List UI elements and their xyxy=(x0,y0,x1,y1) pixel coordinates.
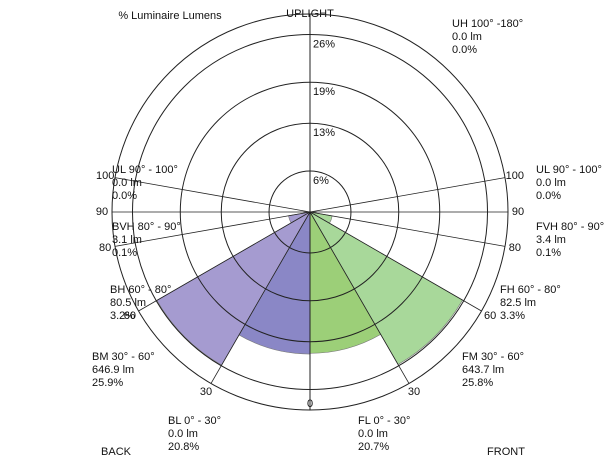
wedges xyxy=(156,210,463,366)
zone-wedge xyxy=(309,211,463,365)
zone-percent: 3.2% xyxy=(110,310,135,322)
chart-title: % Luminaire Lumens xyxy=(118,10,222,22)
zone-name: BL 0° - 30° xyxy=(168,415,221,427)
zone-lumens: 0.0 lm xyxy=(536,177,566,189)
zone-name: FH 60° - 80° xyxy=(500,284,561,296)
zone-name: UH 100° -180° xyxy=(452,18,523,30)
angle-tick-label: 100 xyxy=(506,170,524,182)
r-tick-label: 13% xyxy=(313,127,335,139)
angle-tick-label: 80 xyxy=(509,242,521,254)
angle-line xyxy=(114,177,311,213)
zone-name: BM 30° - 60° xyxy=(92,351,155,363)
zone-lumens: 80.5 lm xyxy=(110,297,146,309)
zone-percent: 0.1% xyxy=(536,247,561,259)
r-tick-label: 6% xyxy=(313,175,329,187)
zone-percent: 0.1% xyxy=(112,247,137,259)
angle-tick-label: 60 xyxy=(124,310,136,322)
left-label: BACK xyxy=(101,446,132,458)
angle-line xyxy=(309,211,506,247)
zone-percent: 0.0% xyxy=(536,190,561,202)
r-tick-label: 26% xyxy=(313,38,335,50)
right-label: FRONT xyxy=(487,446,525,458)
grid xyxy=(111,13,509,411)
angle-tick-label: 90 xyxy=(512,206,524,218)
zone-percent: 20.8% xyxy=(168,441,199,453)
zone-lumens: 0.0 lm xyxy=(452,31,482,43)
zone-percent: 25.9% xyxy=(92,377,123,389)
zone-lumens: 643.7 lm xyxy=(462,364,504,376)
angle-tick-label: 80 xyxy=(99,242,111,254)
zone-percent: 20.7% xyxy=(358,441,389,453)
zone-lumens: 82.5 lm xyxy=(500,297,536,309)
r-tick-label: 19% xyxy=(313,86,335,98)
angle-tick-label: 60 xyxy=(484,310,496,322)
angle-line xyxy=(309,211,482,312)
zone-lumens: 3.1 lm xyxy=(112,234,142,246)
angle-tick-label: 30 xyxy=(408,386,420,398)
zone-percent: 0.0% xyxy=(112,190,137,202)
angle-line xyxy=(309,211,410,384)
zone-wedge xyxy=(156,211,311,366)
zone-name: BVH 80° - 90° xyxy=(112,221,181,233)
angle-tick-label: 100 xyxy=(96,170,114,182)
angle-line xyxy=(114,211,311,247)
zone-name: UL 90° - 100° xyxy=(536,164,602,176)
zone-name: UL 90° - 100° xyxy=(112,164,178,176)
zone-name: BH 60° - 80° xyxy=(110,284,171,296)
zone-lumens: 0.0 lm xyxy=(168,428,198,440)
zone-name: FVH 80° - 90° xyxy=(536,221,604,233)
zone-name: FL 0° - 30° xyxy=(358,415,410,427)
zone-percent: 0.0% xyxy=(452,44,477,56)
angle-tick-label: 30 xyxy=(200,386,212,398)
angle-tick-label: 0 xyxy=(307,398,313,410)
angle-line xyxy=(309,177,506,213)
zone-lumens: 0.0 lm xyxy=(112,177,142,189)
zone-lumens: 3.4 lm xyxy=(536,234,566,246)
angle-tick-label: 90 xyxy=(96,206,108,218)
zone-name: FM 30° - 60° xyxy=(462,351,524,363)
angle-line xyxy=(210,211,311,384)
zone-lumens: 0.0 lm xyxy=(358,428,388,440)
zone-percent: 3.3% xyxy=(500,310,525,322)
angle-line xyxy=(138,211,311,312)
labels: 6% 13% 19% 26% 0 30 30 60 60 80 80 90 90 100 100 BL 0° … xyxy=(92,18,604,453)
zone-percent: 25.8% xyxy=(462,377,493,389)
zone-lumens: 646.9 lm xyxy=(92,364,134,376)
